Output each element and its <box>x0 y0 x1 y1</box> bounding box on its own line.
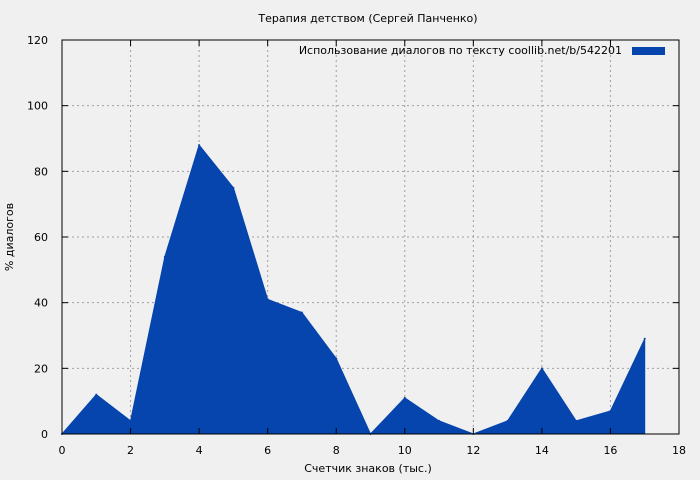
x-tick-label: 10 <box>398 444 412 457</box>
data-point <box>403 396 406 399</box>
x-tick-label: 4 <box>196 444 203 457</box>
y-tick-label: 0 <box>41 428 48 441</box>
axis-ticks <box>61 39 680 435</box>
data-point <box>643 337 646 340</box>
data-point <box>540 367 543 370</box>
data-point <box>232 186 235 189</box>
y-tick-label: 80 <box>34 165 48 178</box>
x-tick-label: 8 <box>333 444 340 457</box>
y-tick-label: 100 <box>27 100 48 113</box>
legend: Использование диалогов по тексту coollib… <box>299 44 665 57</box>
data-point <box>129 419 132 422</box>
data-point <box>266 298 269 301</box>
data-point <box>438 419 441 422</box>
legend-label: Использование диалогов по тексту coollib… <box>299 44 622 57</box>
x-tick-label: 12 <box>466 444 480 457</box>
x-tick-label: 2 <box>127 444 134 457</box>
data-point <box>198 144 201 147</box>
data-point <box>506 419 509 422</box>
y-tick-label: 60 <box>34 231 48 244</box>
legend-swatch <box>632 47 665 55</box>
data-point <box>300 311 303 314</box>
x-tick-label: 6 <box>264 444 271 457</box>
x-tick-label: 14 <box>535 444 549 457</box>
area-series <box>60 144 646 435</box>
x-axis-label: Счетчик знаков (тыс.) <box>304 462 432 475</box>
data-point <box>609 410 612 413</box>
chart-title: Терапия детством (Сергей Панченко) <box>257 12 477 25</box>
y-tick-label: 120 <box>27 34 48 47</box>
data-point <box>575 419 578 422</box>
data-point <box>163 255 166 258</box>
y-tick-label: 40 <box>34 297 48 310</box>
y-tick-label: 20 <box>34 362 48 375</box>
x-tick-label: 18 <box>672 444 686 457</box>
data-point <box>95 393 98 396</box>
y-axis-label: % диалогов <box>3 203 16 271</box>
x-tick-label: 0 <box>59 444 66 457</box>
data-point <box>335 357 338 360</box>
tick-labels: 0 2 4 6 8 10 12 14 16 18 0 20 40 60 80 100 120 <box>27 34 686 457</box>
x-tick-label: 16 <box>603 444 617 457</box>
